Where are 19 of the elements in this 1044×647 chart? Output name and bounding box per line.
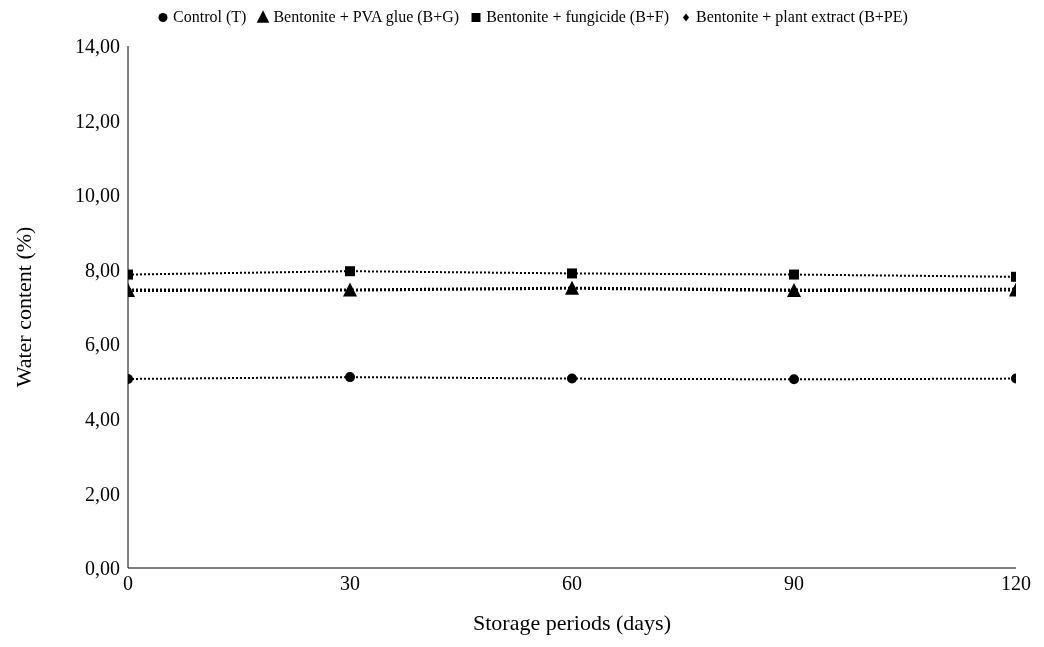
x-tick-label: 120 [1001, 572, 1031, 595]
x-tick-label: 30 [340, 572, 360, 595]
legend-label: Bentonite + plant extract (B+PE) [696, 8, 908, 26]
y-tick-label: 10,00 [75, 184, 120, 207]
legend-label: Bentonite + fungicide (B+F) [486, 8, 670, 26]
y-tick-label: 4,00 [85, 407, 120, 430]
x-axis-title: Storage periods (days) [473, 610, 671, 635]
y-tick-label: 2,00 [85, 482, 120, 505]
legend-label: Control (T) [173, 8, 247, 26]
y-tick-label: 8,00 [85, 258, 120, 281]
y-tick-label: 6,00 [85, 333, 120, 356]
x-tick-label: 90 [784, 572, 804, 595]
y-tick-label: 12,00 [75, 109, 120, 132]
x-tick-label: 0 [123, 572, 133, 595]
y-axis-title: Water content (%) [10, 226, 36, 388]
y-tick-label: 14,00 [75, 35, 120, 58]
legend-label: Bentonite + PVA glue (B+G) [273, 8, 460, 26]
x-tick-label: 60 [562, 572, 582, 595]
y-tick-label: 0,00 [85, 557, 120, 580]
